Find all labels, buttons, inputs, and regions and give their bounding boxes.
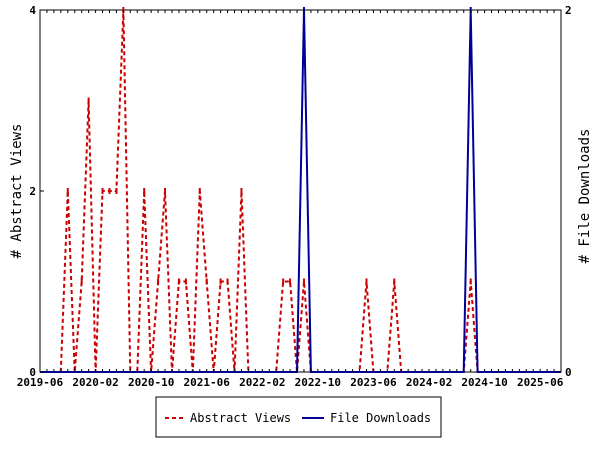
left-tick-label: 2 — [29, 185, 36, 198]
x-tick-label: 2020-10 — [128, 376, 174, 389]
x-tick-label: 2024-02 — [406, 376, 452, 389]
left-tick-label: 4 — [29, 4, 36, 17]
series-line-abstract-views — [40, 9, 561, 373]
right-tick-label: 2 — [565, 4, 572, 17]
legend: Abstract Views File Downloads — [155, 396, 442, 438]
x-tick-label: 2022-02 — [239, 376, 285, 389]
right-tick-label: 0 — [565, 366, 572, 379]
legend-label-file-downloads: File Downloads — [330, 411, 431, 425]
legend-box — [155, 396, 442, 438]
x-tick-label: 2023-06 — [350, 376, 397, 389]
left-tick-label: 0 — [29, 366, 36, 379]
left-axis-tick-labels: 0 2 4 — [29, 4, 44, 379]
x-axis-tick-labels: 2019-06 2020-02 2020-10 2021-06 2022-02 2022-… — [17, 376, 564, 389]
series-layer — [40, 7, 561, 373]
x-tick-label: 2021-06 — [184, 376, 231, 389]
right-axis-title: # File Downloads — [577, 129, 593, 264]
legend-label-abstract-views: Abstract Views — [190, 411, 291, 425]
x-tick-label: 2020-02 — [72, 376, 118, 389]
left-axis-title: # Abstract Views — [9, 124, 25, 259]
x-tick-label: 2024-10 — [461, 376, 507, 389]
right-axis-tick-labels: 02 — [557, 4, 572, 379]
x-tick-label: 2019-06 — [17, 376, 64, 389]
x-tick-label: 2025-06 — [517, 376, 564, 389]
x-tick-label: 2022-10 — [295, 376, 341, 389]
